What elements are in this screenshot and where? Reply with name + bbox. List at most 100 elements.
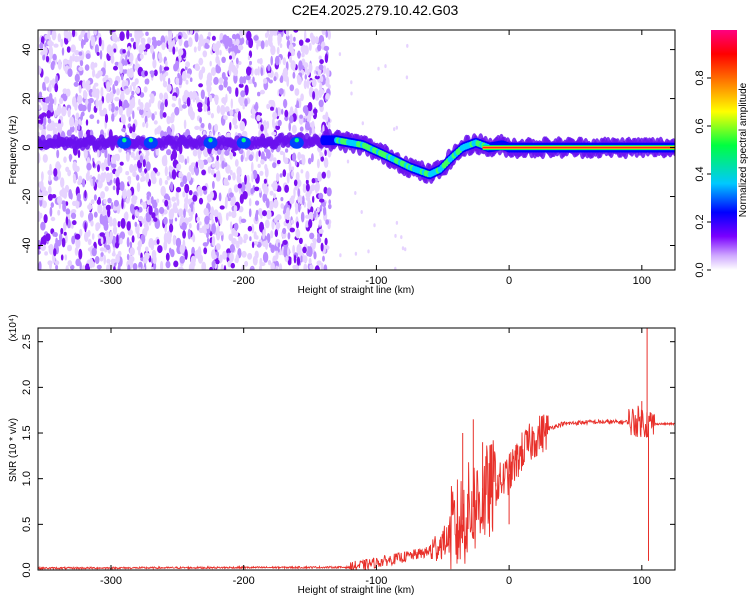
noise-speck xyxy=(400,235,403,240)
noise-speck xyxy=(240,154,244,163)
noise-speck xyxy=(317,171,323,182)
noise-speck xyxy=(321,171,326,179)
noise-speck xyxy=(82,90,88,100)
noise-speck xyxy=(258,150,261,157)
noise-speck xyxy=(311,78,317,88)
noise-speck xyxy=(307,157,312,165)
noise-speck xyxy=(211,163,216,168)
noise-speck xyxy=(204,96,208,106)
noise-speck xyxy=(238,236,243,245)
noise-speck xyxy=(184,94,188,100)
noise-speck xyxy=(395,220,399,225)
noise-speck xyxy=(192,234,196,243)
noise-speck xyxy=(131,90,135,96)
noise-speck xyxy=(108,104,112,112)
noise-speck xyxy=(198,83,204,88)
noise-speck xyxy=(236,173,241,184)
noise-speck xyxy=(253,231,257,240)
noise-speck xyxy=(277,33,282,39)
noise-speck xyxy=(384,64,387,69)
noise-speck xyxy=(227,37,233,48)
noise-speck xyxy=(98,36,102,47)
noise-speck xyxy=(134,78,139,85)
noise-speck xyxy=(216,105,221,114)
noise-speck xyxy=(322,201,327,208)
noise-speck xyxy=(39,42,44,50)
noise-speck xyxy=(77,180,82,186)
noise-speck xyxy=(277,242,281,248)
noise-speck xyxy=(166,149,172,156)
noise-speck xyxy=(159,92,164,101)
noise-speck xyxy=(88,212,94,222)
noise-speck xyxy=(113,65,118,71)
noise-speck xyxy=(111,163,117,168)
noise-speck xyxy=(298,60,303,71)
noise-speck xyxy=(328,203,332,210)
noise-speck xyxy=(262,210,267,217)
noise-speck xyxy=(144,168,148,174)
noise-speck xyxy=(164,165,168,177)
noise-speck xyxy=(245,74,251,81)
noise-speck xyxy=(91,233,95,240)
noise-speck xyxy=(284,109,289,118)
noise-speck xyxy=(72,96,77,107)
noise-speck xyxy=(260,40,265,50)
noise-speck xyxy=(228,211,232,217)
noise-speck xyxy=(312,195,315,203)
noise-speck xyxy=(187,228,191,240)
noise-speck xyxy=(305,38,311,43)
noise-speck xyxy=(338,52,342,57)
noise-speck xyxy=(144,102,150,112)
noise-speck xyxy=(251,161,254,173)
noise-speck xyxy=(61,237,66,248)
x-tick-label: 100 xyxy=(633,275,651,287)
noise-speck xyxy=(233,222,239,231)
noise-speck xyxy=(117,264,121,270)
noise-speck xyxy=(327,30,331,40)
noise-speck xyxy=(157,245,163,254)
noise-speck xyxy=(185,192,189,204)
noise-speck xyxy=(218,192,222,202)
noise-speck xyxy=(45,96,51,101)
x-tick-label: 100 xyxy=(633,575,651,587)
noise-speck xyxy=(101,39,105,51)
noise-speck xyxy=(196,222,200,231)
noise-speck xyxy=(125,151,130,162)
noise-speck xyxy=(318,228,324,234)
noise-speck xyxy=(114,96,120,102)
noise-speck xyxy=(289,106,294,116)
noise-speck xyxy=(278,263,283,270)
noise-speck xyxy=(82,178,86,188)
noise-speck xyxy=(211,260,216,269)
noise-speck xyxy=(151,36,157,41)
noise-speck xyxy=(251,241,255,249)
noise-speck xyxy=(126,189,132,199)
noise-speck xyxy=(259,221,264,233)
noise-speck xyxy=(243,238,247,244)
noise-speck xyxy=(229,169,233,176)
noise-speck xyxy=(318,90,323,98)
noise-speck xyxy=(139,108,144,116)
noise-speck xyxy=(259,257,263,268)
noise-speck xyxy=(158,52,162,60)
noise-speck xyxy=(64,254,68,261)
noise-speck xyxy=(288,43,294,54)
noise-speck xyxy=(174,217,178,222)
noise-speck xyxy=(252,169,258,180)
noise-speck xyxy=(188,216,192,223)
noise-speck xyxy=(280,197,284,202)
noise-speck xyxy=(93,30,97,36)
noise-speck xyxy=(186,73,191,79)
noise-speck xyxy=(43,214,48,224)
noise-speck xyxy=(354,251,358,256)
noise-speck xyxy=(131,214,135,220)
noise-speck xyxy=(250,114,257,119)
noise-speck xyxy=(221,56,226,63)
noise-speck xyxy=(271,131,277,136)
noise-speck xyxy=(211,35,216,41)
noise-speck xyxy=(279,150,284,156)
noise-speck xyxy=(214,123,219,132)
noise-speck xyxy=(264,219,270,229)
noise-speck xyxy=(135,211,140,217)
noise-speck xyxy=(145,161,151,171)
